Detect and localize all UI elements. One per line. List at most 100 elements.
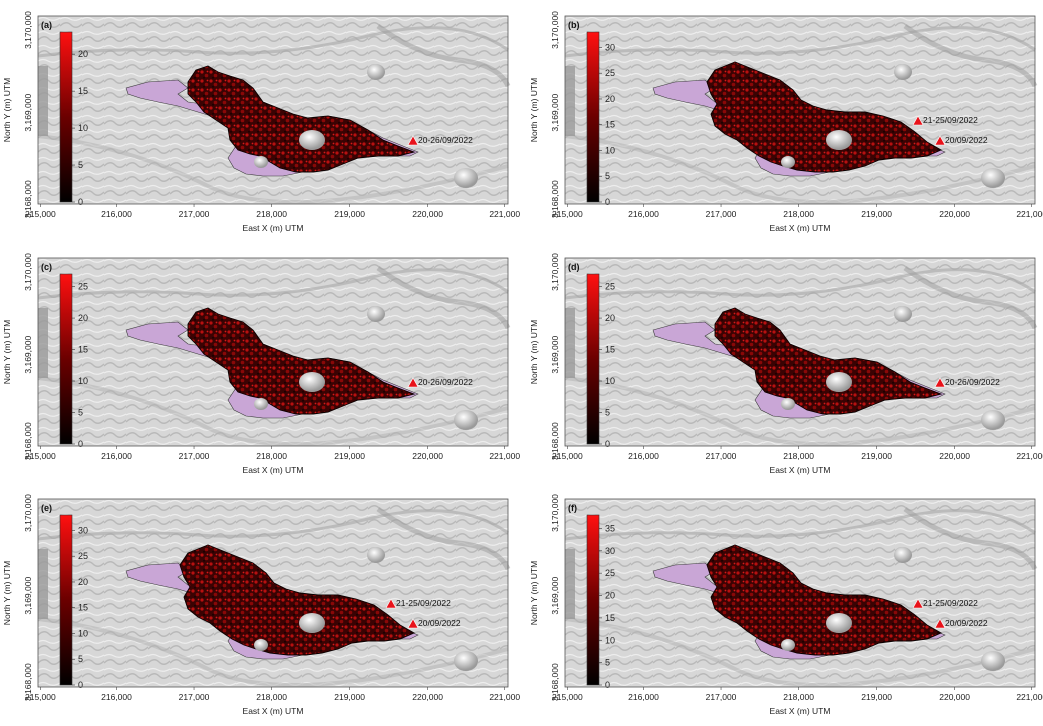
map-panel: 0 5 10 15 20 (a) 20-26/09/2022 215,000 216,000 21…	[0, 6, 530, 239]
cone	[299, 130, 325, 150]
colorbar-tick-label: 20	[78, 313, 88, 323]
cone	[826, 613, 852, 633]
vent-marker	[934, 618, 946, 629]
x-tick-label: 215,000	[552, 451, 583, 461]
vent-label: 20-26/09/2022	[418, 135, 473, 145]
colorbar-tick-label: 15	[78, 345, 88, 355]
vent-label: 20-26/09/2022	[418, 377, 473, 387]
cone	[781, 156, 795, 168]
cone	[826, 130, 852, 150]
map-frame	[564, 257, 1036, 447]
cone	[894, 64, 912, 80]
x-tick-label: 216,000	[101, 451, 132, 461]
colorbar-tick-label: 30	[605, 546, 615, 556]
colorbar-tick-label: 5	[605, 171, 610, 181]
y-tick-label: 3,170,000	[550, 11, 560, 49]
x-tick-label: 217,000	[179, 451, 210, 461]
map-frame	[564, 15, 1036, 205]
y-tick-label: 3,168,000	[23, 422, 33, 460]
x-axis-label: East X (m) UTM	[243, 223, 304, 233]
cone	[981, 410, 1005, 430]
map-frame	[37, 257, 509, 447]
x-tick-label: 218,000	[256, 209, 287, 219]
colorbar	[586, 31, 600, 203]
x-tick-label: 217,000	[706, 692, 737, 702]
x-tick-label: 216,000	[101, 692, 132, 702]
colorbar-tick-label: 30	[605, 42, 615, 52]
map-panel: 0 5 10 15 20 25 (c) 20-26/09/2022 215,000 216,000…	[0, 248, 530, 481]
y-axis-label: North Y (m) UTM	[2, 78, 12, 142]
cone	[254, 398, 268, 410]
x-tick-label: 216,000	[628, 692, 659, 702]
x-tick-label: 221,000	[489, 209, 520, 219]
colorbar-tick-label: 20	[605, 591, 615, 601]
lava-flow-thickness	[179, 544, 416, 656]
cone	[781, 639, 795, 651]
y-axis-label: North Y (m) UTM	[2, 320, 12, 384]
y-tick-label: 3,169,000	[550, 336, 560, 374]
x-tick-label: 221,000	[1016, 209, 1043, 219]
cone	[894, 547, 912, 563]
vent-marker	[912, 598, 924, 609]
colorbar-tick-label: 0	[605, 680, 610, 690]
y-tick-label: 3,170,000	[23, 11, 33, 49]
map-svg: 0 5 10 15 20 25 (d) 20-26/09/2022 215,000 216,000…	[529, 253, 1043, 475]
cone	[454, 410, 478, 430]
cone	[299, 613, 325, 633]
cone	[826, 372, 852, 392]
colorbar-tick-label: 20	[605, 94, 615, 104]
colorbar-tick-label: 20	[78, 577, 88, 587]
colorbar-tick-label: 25	[78, 282, 88, 292]
map-frame	[37, 498, 509, 688]
x-tick-label: 217,000	[179, 692, 210, 702]
colorbar-tick-label: 5	[605, 658, 610, 668]
colorbar-tick-label: 15	[605, 613, 615, 623]
colorbar-tick-label: 0	[605, 439, 610, 449]
x-axis-label: East X (m) UTM	[770, 465, 831, 475]
x-tick-label: 217,000	[179, 209, 210, 219]
y-axis-label: North Y (m) UTM	[529, 561, 539, 625]
panel-tag: (a)	[41, 20, 52, 30]
colorbar	[59, 273, 73, 445]
map-svg: 0 5 10 15 20 25 30 35 (f) 21-25/09/2022 20/09/2022…	[529, 494, 1043, 716]
colorbar-tick-label: 30	[78, 525, 88, 535]
map-svg: 0 5 10 15 20 (a) 20-26/09/2022 215,000 216,000 21…	[2, 11, 520, 233]
x-tick-label: 219,000	[861, 451, 892, 461]
y-tick-label: 3,168,000	[23, 663, 33, 701]
x-axis-label: East X (m) UTM	[770, 706, 831, 716]
colorbar-tick-label: 5	[78, 160, 83, 170]
lava-flow-thickness	[187, 65, 416, 173]
colorbar-tick-label: 10	[605, 376, 615, 386]
cone	[299, 372, 325, 392]
colorbar-tick-label: 10	[78, 123, 88, 133]
colorbar	[59, 514, 73, 686]
y-tick-label: 3,168,000	[550, 422, 560, 460]
x-tick-label: 215,000	[25, 209, 56, 219]
x-tick-label: 215,000	[552, 209, 583, 219]
panel-tag: (c)	[41, 262, 52, 272]
x-tick-label: 218,000	[783, 209, 814, 219]
y-tick-label: 3,169,000	[23, 336, 33, 374]
cone	[367, 64, 385, 80]
vent-marker	[934, 377, 946, 388]
lava-flow-thickness	[187, 307, 416, 415]
colorbar-tick-label: 25	[605, 568, 615, 578]
vent-marker	[385, 598, 397, 609]
x-tick-label: 216,000	[628, 209, 659, 219]
vent-marker	[912, 115, 924, 126]
map-panel: 0 5 10 15 20 25 30 35 (f) 21-25/09/2022 20/09/2022…	[527, 489, 1043, 722]
x-tick-label: 218,000	[256, 692, 287, 702]
y-tick-label: 3,169,000	[550, 94, 560, 132]
y-tick-label: 3,169,000	[23, 577, 33, 615]
map-svg: 0 5 10 15 20 25 (c) 20-26/09/2022 215,000 216,000…	[2, 253, 520, 475]
vent-marker	[407, 377, 419, 388]
x-tick-label: 215,000	[25, 451, 56, 461]
x-tick-label: 221,000	[1016, 692, 1043, 702]
vent-label: 21-25/09/2022	[396, 598, 451, 608]
colorbar	[586, 273, 600, 445]
x-axis-label: East X (m) UTM	[243, 465, 304, 475]
vent-marker	[934, 135, 946, 146]
cone	[254, 639, 268, 651]
x-tick-label: 215,000	[552, 692, 583, 702]
x-tick-label: 216,000	[101, 209, 132, 219]
